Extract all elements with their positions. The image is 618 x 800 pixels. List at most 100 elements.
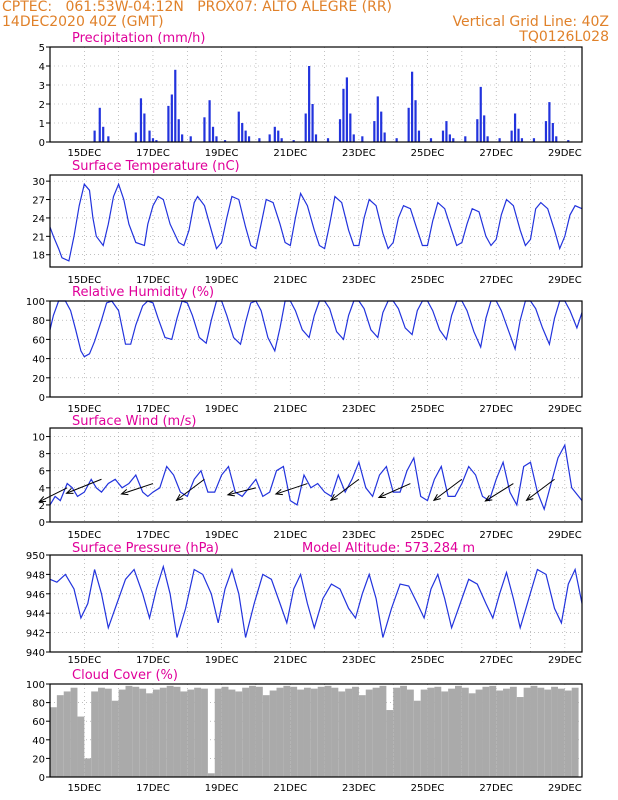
cloud-bar [132, 686, 140, 777]
x-tick-label: 17DEC [136, 275, 170, 286]
cloud-bar [77, 716, 85, 777]
y-tick-label: 946 [26, 590, 45, 601]
wind-arrow-head [38, 496, 47, 503]
precip-bar [143, 113, 146, 142]
precip-bar [292, 140, 295, 142]
x-tick-label: 23DEC [342, 148, 376, 159]
wind-arrow [378, 483, 411, 499]
cloud-bar [372, 687, 380, 777]
x-tick-label: 17DEC [136, 530, 170, 541]
cloud-bar [310, 688, 318, 777]
header-left-line2: 14DEC2020 40Z (GMT) [2, 14, 164, 30]
panel-frame [49, 174, 583, 268]
precip-bar [244, 130, 247, 142]
precip-bar [223, 140, 227, 142]
cloud-bar [242, 687, 250, 777]
precip-bar [380, 111, 383, 142]
precip-bar [513, 113, 517, 142]
x-tick-label: 17DEC [136, 404, 170, 415]
precip-bar [551, 123, 554, 142]
panel-0: Precipitation (mm/h) 15DEC 17DEC 19DEC 21DEC… [39, 31, 583, 159]
series-line [49, 300, 583, 358]
cloud-bar [358, 695, 366, 777]
precip-bar [342, 88, 345, 142]
x-tick-label: 19DEC [205, 404, 239, 415]
x-tick-label: 29DEC [548, 148, 582, 159]
precip-bar [215, 136, 218, 142]
cloud-bar [441, 691, 449, 777]
precip-bar [241, 123, 244, 142]
cloud-bar [214, 688, 222, 777]
y-tick-label: 4 [39, 62, 45, 73]
precip-bar [498, 138, 501, 142]
header-right-line2: TQ0126L028 [519, 29, 609, 45]
x-tick-label: 21DEC [273, 530, 307, 541]
precip-bar [395, 138, 398, 142]
x-tick-label: 29DEC [548, 783, 582, 794]
cloud-bar [297, 689, 304, 777]
precip-bar [308, 66, 311, 142]
precip-bar [189, 136, 192, 142]
cloud-bar [571, 687, 579, 777]
cloud-bar [111, 700, 119, 777]
panel-title: Precipitation (mm/h) [72, 31, 205, 46]
cloud-bar [468, 693, 476, 777]
panel-title: Surface Wind (m/s) [72, 414, 196, 429]
cloud-bar [84, 758, 92, 777]
cloud-bar [146, 693, 153, 777]
cloud-bar [70, 687, 78, 777]
wind-arrow-head [226, 490, 235, 497]
panel-frame [49, 46, 583, 143]
x-tick-label: 21DEC [273, 404, 307, 415]
y-tick-label: 21 [32, 232, 45, 243]
precip-bar [268, 134, 271, 142]
x-tick-label: 25DEC [411, 655, 445, 666]
panel-frame [49, 300, 583, 398]
cloud-bar [125, 685, 133, 777]
precip-bar [361, 136, 364, 142]
cloud-bar [406, 689, 414, 777]
y-tick-label: 3 [39, 81, 45, 92]
precip-bar [139, 98, 143, 142]
precip-bar [211, 126, 215, 142]
cloud-bar [276, 687, 284, 777]
series-line [49, 443, 583, 512]
cloud-bar [180, 691, 188, 777]
cloud-bar [352, 686, 359, 777]
cloud-bar [496, 690, 504, 777]
precip-bar [174, 69, 177, 142]
y-tick-label: 20 [32, 754, 45, 765]
x-tick-label: 17DEC [136, 655, 170, 666]
precip-bar [181, 134, 184, 142]
x-tick-label: 19DEC [205, 530, 239, 541]
precip-bar [476, 119, 479, 142]
cloud-bar [63, 691, 71, 777]
y-tick-label: 40 [32, 355, 45, 366]
cloud-bar [269, 690, 277, 777]
cloud-bar [475, 689, 483, 777]
cloud-bar [365, 689, 373, 777]
y-tick-label: 10 [32, 433, 45, 444]
cloud-bar [228, 689, 236, 777]
precip-bar [247, 136, 251, 142]
y-tick-label: 2 [39, 100, 45, 111]
cloud-bar [551, 686, 558, 777]
x-tick-label: 15DEC [67, 148, 101, 159]
cloud-bar [201, 688, 208, 777]
x-tick-label: 29DEC [548, 275, 582, 286]
cloud-bar [221, 686, 229, 777]
precip-bar [352, 134, 355, 142]
x-tick-label: 27DEC [479, 404, 513, 415]
wind-arrow [275, 483, 308, 495]
precip-bar [338, 119, 342, 142]
cloud-bar [91, 691, 99, 777]
precip-bar [151, 138, 155, 142]
cloud-bar [413, 700, 421, 777]
x-tick-label: 23DEC [342, 655, 376, 666]
cloud-bar [118, 689, 126, 777]
cloud-bar [235, 691, 243, 777]
precip-bar [411, 71, 414, 142]
panel-4: Surface Pressure (hPa) Model Altitude: 57… [26, 541, 583, 666]
x-tick-label: 21DEC [273, 783, 307, 794]
x-tick-label: 15DEC [67, 655, 101, 666]
